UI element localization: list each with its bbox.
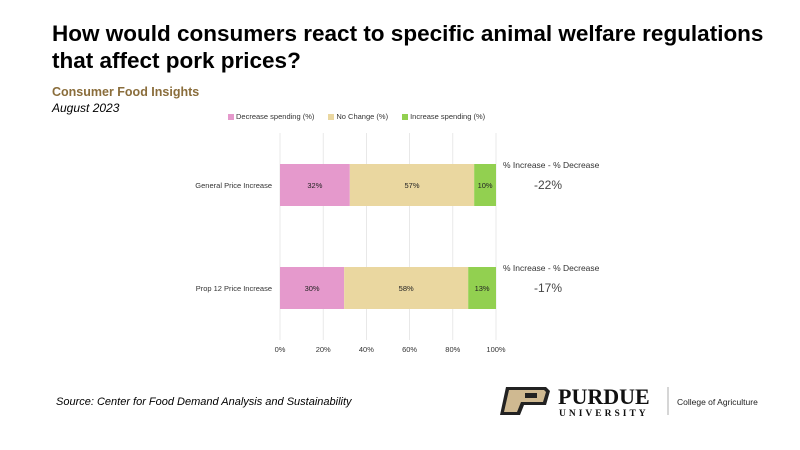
difference-value: -22% [534, 178, 562, 192]
bar-segment [280, 267, 345, 309]
chart-legend: Decrease spending (%) No Change (%) Incr… [228, 112, 485, 121]
x-tick-label: 80% [445, 345, 460, 354]
bar-segment [280, 164, 350, 206]
data-label: 10% [478, 181, 493, 190]
legend-label: Decrease spending (%) [236, 112, 315, 121]
x-tick-label: 0% [275, 345, 286, 354]
data-label: 32% [307, 181, 322, 190]
legend-item-decrease: Decrease spending (%) [228, 112, 314, 121]
data-label: 58% [399, 284, 414, 293]
legend-item-increase: Increase spending (%) [402, 112, 485, 121]
category-label: Prop 12 Price Increase [196, 284, 272, 293]
logo-sub: UNIVERSITY [559, 409, 649, 419]
category-label: General Price Increase [195, 181, 272, 190]
bar-segment [474, 164, 496, 206]
page-title: How would consumers react to specific an… [52, 21, 764, 73]
difference-header: % Increase - % Decrease [503, 263, 600, 273]
legend-label: No Change (%) [336, 112, 389, 121]
x-tick-label: 100% [486, 345, 506, 354]
data-label: 57% [404, 181, 419, 190]
data-label: 13% [475, 284, 490, 293]
bar-segment [344, 267, 469, 309]
x-tick-label: 60% [402, 345, 417, 354]
college-name: College of Agriculture [677, 397, 758, 407]
date: August 2023 [52, 101, 120, 115]
subtitle: Consumer Food Insights [52, 85, 200, 99]
data-label: 30% [305, 284, 320, 293]
difference-header: % Increase - % Decrease [503, 160, 600, 170]
legend-item-no-change: No Change (%) [328, 112, 388, 121]
purdue-logo: PURDUE UNIVERSITY College of Agriculture [500, 384, 758, 419]
source-note: Source: Center for Food Demand Analysis … [56, 396, 352, 408]
logo-name: PURDUE [558, 384, 650, 409]
bar-segment [468, 267, 496, 309]
bar-segment [349, 164, 475, 206]
legend-label: Increase spending (%) [410, 112, 486, 121]
x-tick-label: 20% [316, 345, 331, 354]
x-tick-label: 40% [359, 345, 374, 354]
difference-value: -17% [534, 281, 562, 295]
